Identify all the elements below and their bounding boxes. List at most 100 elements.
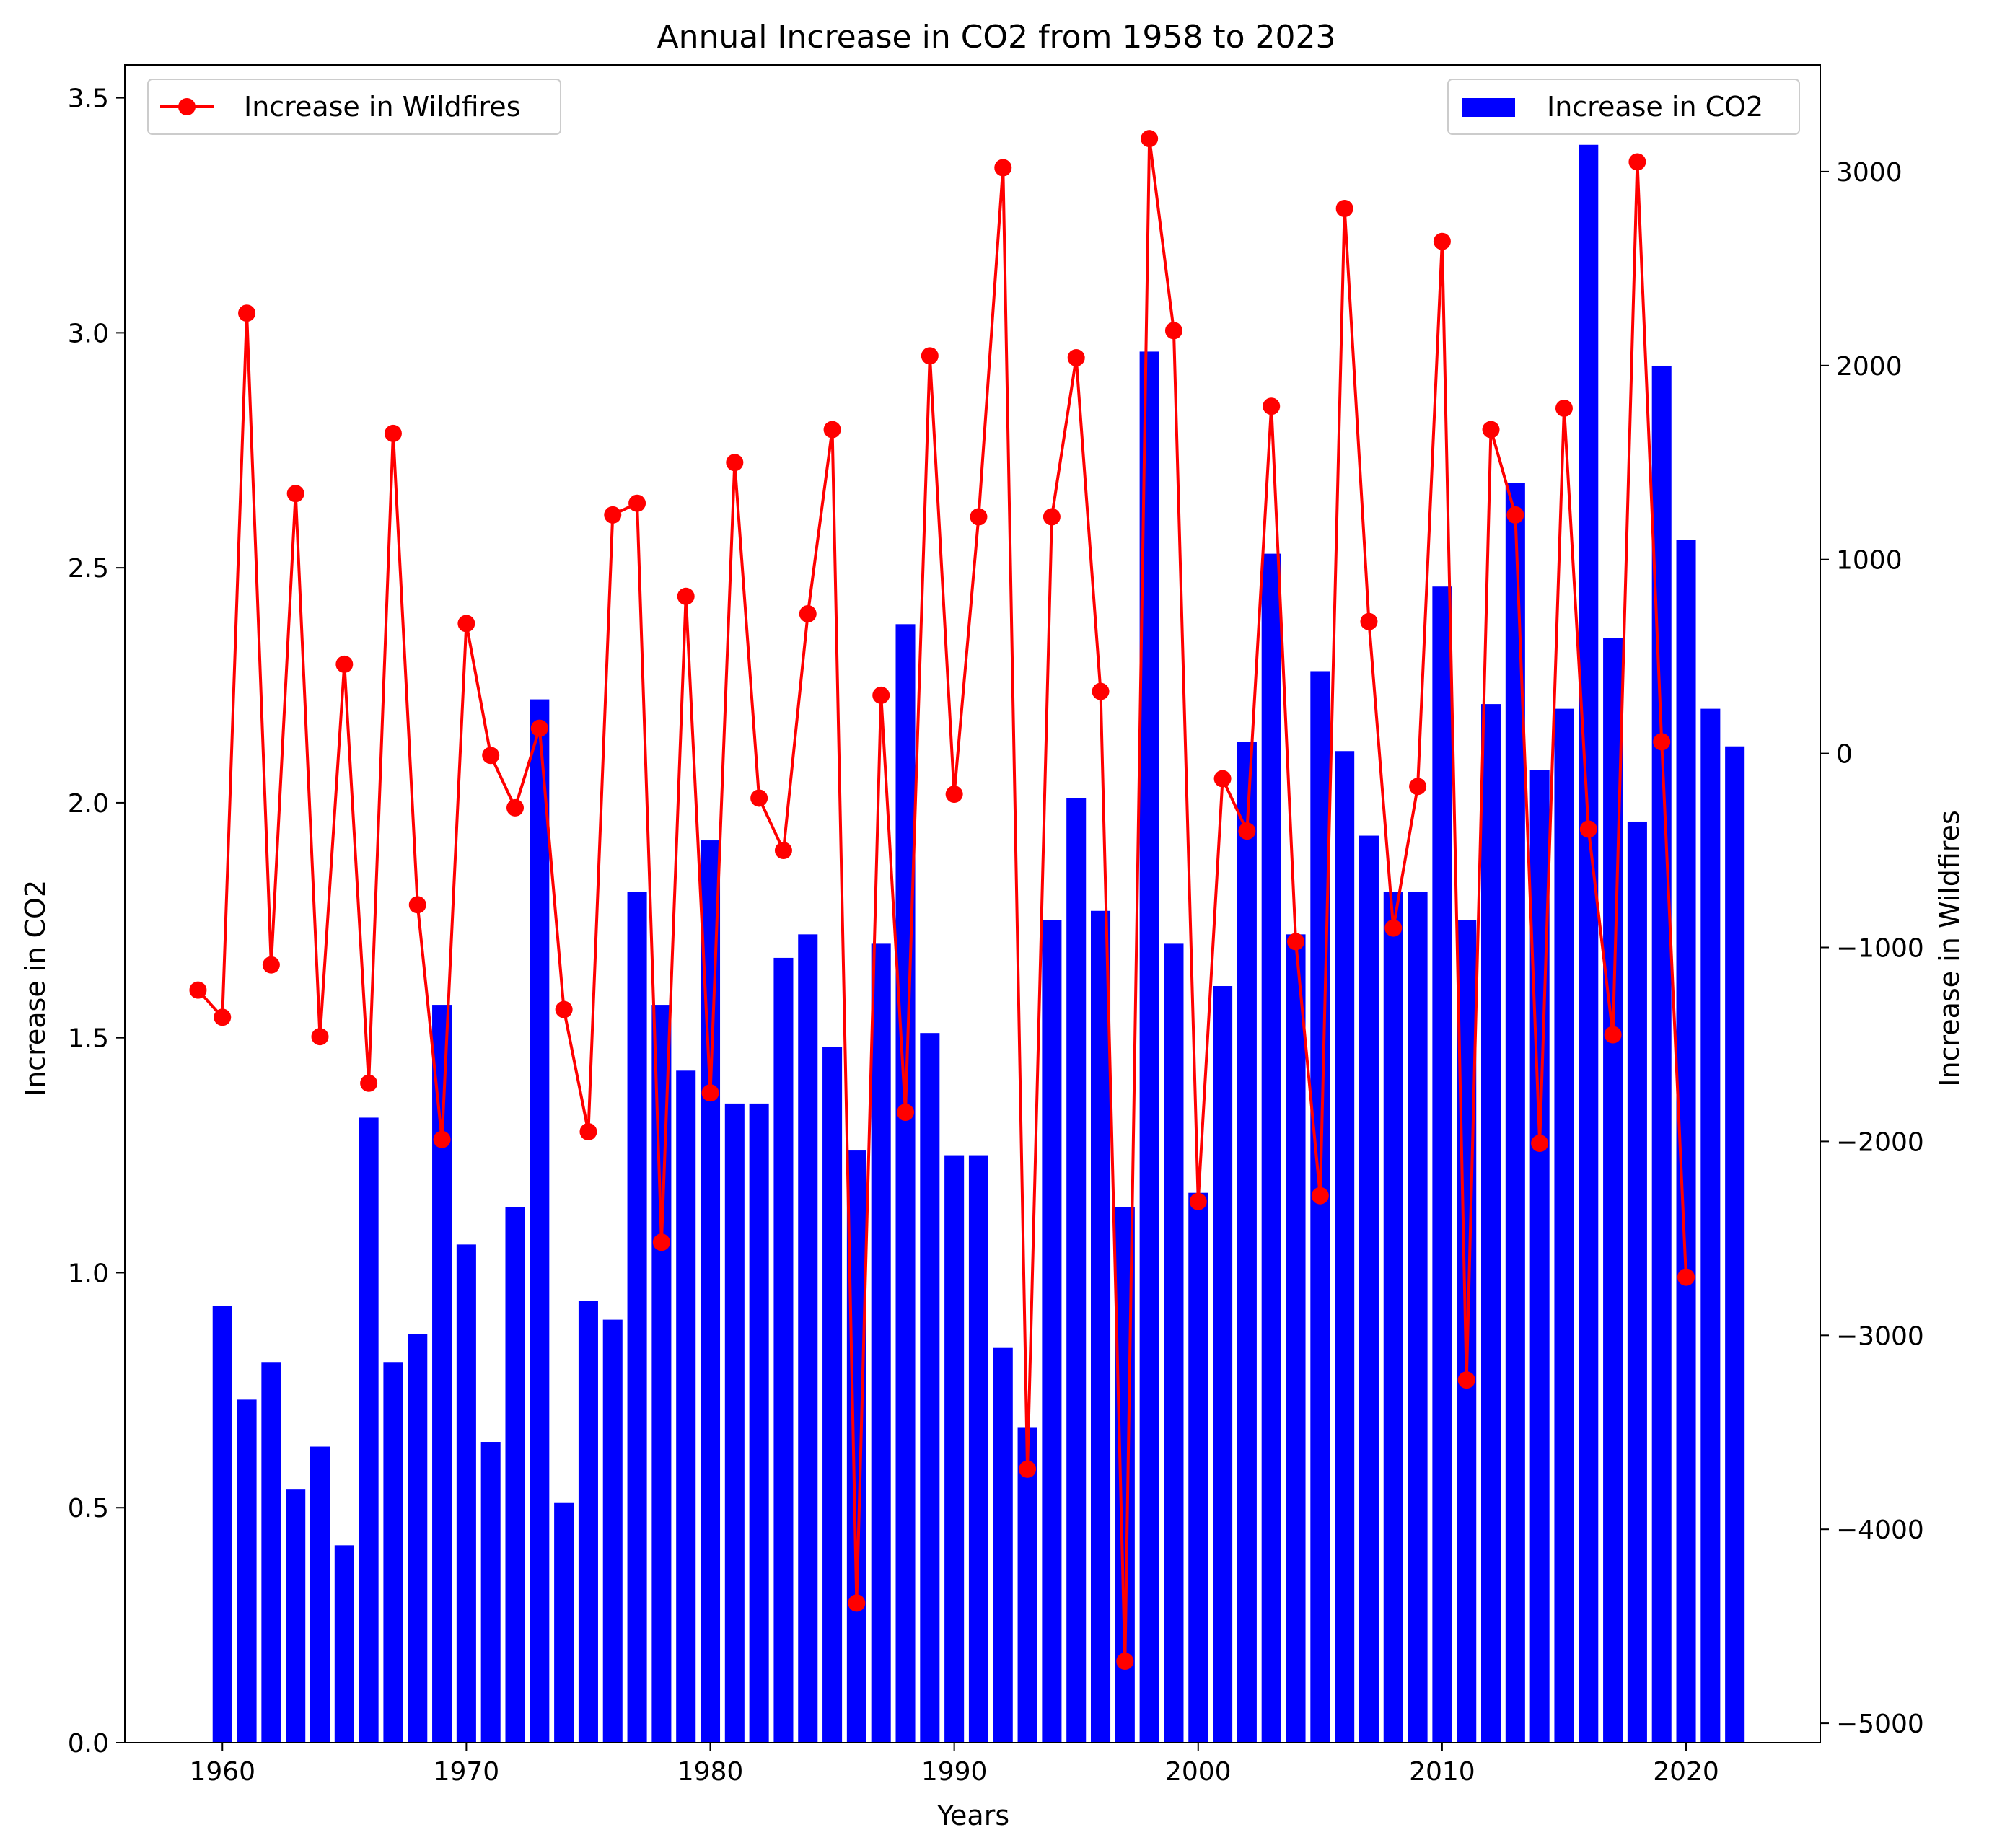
- bar-co2-1966: [359, 1117, 379, 1743]
- bar-co2-2010: [1432, 586, 1452, 1743]
- point-wildfires-1974: [555, 1000, 573, 1018]
- legend-wildfires-marker-icon: [178, 98, 196, 115]
- y-left-tick-label-3.5: 3.5: [68, 84, 109, 114]
- y-axis-left: 0.0 0.5 1.0 1.5 2.0 2.5 3.0 3.5: [68, 84, 125, 1759]
- y-left-tick-label-0.5: 0.5: [68, 1494, 109, 1523]
- bar-co2-1985: [822, 1047, 843, 1743]
- bar-co2-2000: [1188, 1192, 1208, 1743]
- point-wildfires-1973: [530, 719, 548, 737]
- y-axis-right: −5000 −4000 −3000 −2000 −1000 0 1000 2000 3000: [1820, 158, 1924, 1739]
- y-right-tick-label-2000: 2000: [1836, 352, 1902, 382]
- y-left-tick-label-3: 3.0: [68, 319, 109, 348]
- x-tick-label-2010: 2010: [1409, 1757, 1475, 1787]
- point-wildfires-1999: [1164, 322, 1182, 340]
- point-wildfires-1959: [189, 981, 207, 999]
- point-wildfires-2002: [1238, 822, 1256, 840]
- bar-co2-1982: [749, 1103, 769, 1743]
- bar-co2-1967: [383, 1362, 403, 1743]
- point-wildfires-1960: [214, 1008, 232, 1026]
- point-wildfires-1992: [994, 159, 1012, 177]
- point-wildfires-2006: [1335, 199, 1353, 217]
- bar-co2-1993: [1017, 1427, 1037, 1743]
- point-wildfires-1971: [482, 747, 500, 765]
- bar-co2-2012: [1481, 704, 1501, 1743]
- bar-co2-1976: [602, 1319, 623, 1743]
- x-axis-label: Years: [936, 1800, 1009, 1831]
- bar-co2-2008: [1383, 892, 1403, 1743]
- point-wildfires-2018: [1628, 153, 1646, 171]
- bar-co2-2015: [1554, 708, 1574, 1743]
- legend-co2-box: [1447, 79, 1800, 135]
- bar-co2-1960: [212, 1306, 232, 1743]
- bar-co2-1971: [480, 1442, 501, 1743]
- y-right-tick-label--2000: −2000: [1836, 1127, 1924, 1157]
- point-wildfires-2014: [1531, 1135, 1549, 1153]
- point-wildfires-1981: [726, 454, 744, 472]
- point-wildfires-1993: [1019, 1460, 1037, 1478]
- point-wildfires-1968: [408, 896, 426, 914]
- bar-co2-1973: [530, 699, 550, 1743]
- point-wildfires-2008: [1384, 919, 1403, 937]
- y-left-tick-label-1: 1.0: [68, 1259, 109, 1288]
- point-wildfires-2017: [1604, 1026, 1622, 1044]
- point-wildfires-1996: [1092, 682, 1110, 700]
- point-wildfires-1964: [311, 1028, 329, 1046]
- bar-co2-1977: [627, 892, 647, 1743]
- bar-co2-1978: [651, 1005, 672, 1743]
- bar-co2-1980: [700, 840, 721, 1743]
- point-wildfires-2013: [1506, 506, 1524, 524]
- point-wildfires-1980: [701, 1084, 719, 1102]
- plot-frame: [124, 64, 1821, 1743]
- legend-co2: Increase in CO2: [1447, 79, 1800, 135]
- bar-co2-1987: [871, 943, 891, 1743]
- chart-title: Annual Increase in CO2 from 1958 to 2023: [657, 19, 1335, 56]
- line-wildfires-path: [196, 137, 1688, 1663]
- point-wildfires-1966: [360, 1074, 378, 1092]
- bar-co2-1974: [554, 1502, 574, 1743]
- bar-co2-1972: [505, 1207, 525, 1743]
- bar-co2-1989: [920, 1033, 940, 1743]
- point-wildfires-2011: [1457, 1371, 1475, 1389]
- legend-co2-label: Increase in CO2: [1547, 91, 1763, 123]
- point-wildfires-1976: [604, 506, 622, 524]
- y-left-tick-label-0: 0.0: [68, 1729, 109, 1759]
- bar-co2-1965: [334, 1545, 354, 1743]
- bar-co2-2022: [1725, 746, 1745, 1743]
- point-wildfires-1984: [799, 604, 817, 622]
- x-tick-label-2000: 2000: [1165, 1757, 1232, 1787]
- bar-co2-2005: [1310, 671, 1330, 1743]
- bar-co2-1994: [1042, 920, 1062, 1743]
- bar-co2-2002: [1237, 742, 1257, 1743]
- x-axis: 1960 1970 1980 1990 2000 2010 2020: [189, 1743, 1719, 1787]
- point-wildfires-1998: [1141, 130, 1159, 148]
- y-axis-left-label: Increase in CO2: [19, 880, 51, 1096]
- y-left-tick-label-2.5: 2.5: [68, 554, 109, 584]
- point-wildfires-1988: [897, 1104, 915, 1122]
- point-wildfires-1995: [1067, 349, 1085, 367]
- bar-co2-1990: [944, 1155, 965, 1743]
- y-right-tick-label-1000: 1000: [1836, 546, 1902, 576]
- y-right-tick-label--5000: −5000: [1836, 1710, 1924, 1739]
- bar-co2-1983: [773, 957, 794, 1743]
- point-wildfires-1962: [262, 956, 280, 974]
- bar-co2-1984: [798, 934, 818, 1743]
- bar-co2-1981: [724, 1103, 745, 1743]
- point-wildfires-1990: [945, 786, 963, 804]
- x-tick-label-2020: 2020: [1653, 1757, 1719, 1787]
- bar-co2-1995: [1066, 798, 1087, 1743]
- point-wildfires-2001: [1213, 770, 1232, 788]
- bar-co2-1962: [261, 1362, 281, 1743]
- bar-co2-1963: [286, 1489, 306, 1743]
- legend-co2-swatch-icon: [1462, 98, 1515, 117]
- y-left-tick-label-2: 2.0: [68, 789, 109, 819]
- point-wildfires-1961: [238, 304, 256, 322]
- x-tick-label-1990: 1990: [921, 1757, 988, 1787]
- point-wildfires-1994: [1043, 508, 1061, 526]
- y-right-tick-label--4000: −4000: [1836, 1515, 1924, 1545]
- point-wildfires-1985: [823, 421, 841, 439]
- point-wildfires-1975: [579, 1122, 597, 1140]
- point-wildfires-1997: [1116, 1653, 1134, 1671]
- y-right-tick-label-3000: 3000: [1836, 158, 1902, 188]
- bar-co2-2007: [1359, 835, 1379, 1743]
